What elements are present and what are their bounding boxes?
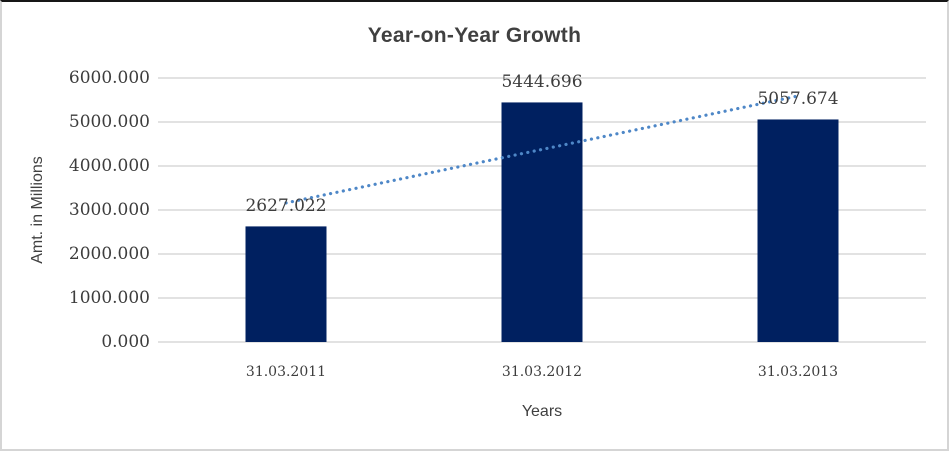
bar (501, 102, 583, 342)
x-axis-title: Years (521, 403, 563, 420)
y-axis-title: Amt. in Millions (29, 156, 46, 264)
chart-title: Year-on-Year Growth (367, 24, 582, 47)
bar (757, 119, 839, 342)
bar (245, 226, 327, 342)
trendline (284, 94, 800, 205)
